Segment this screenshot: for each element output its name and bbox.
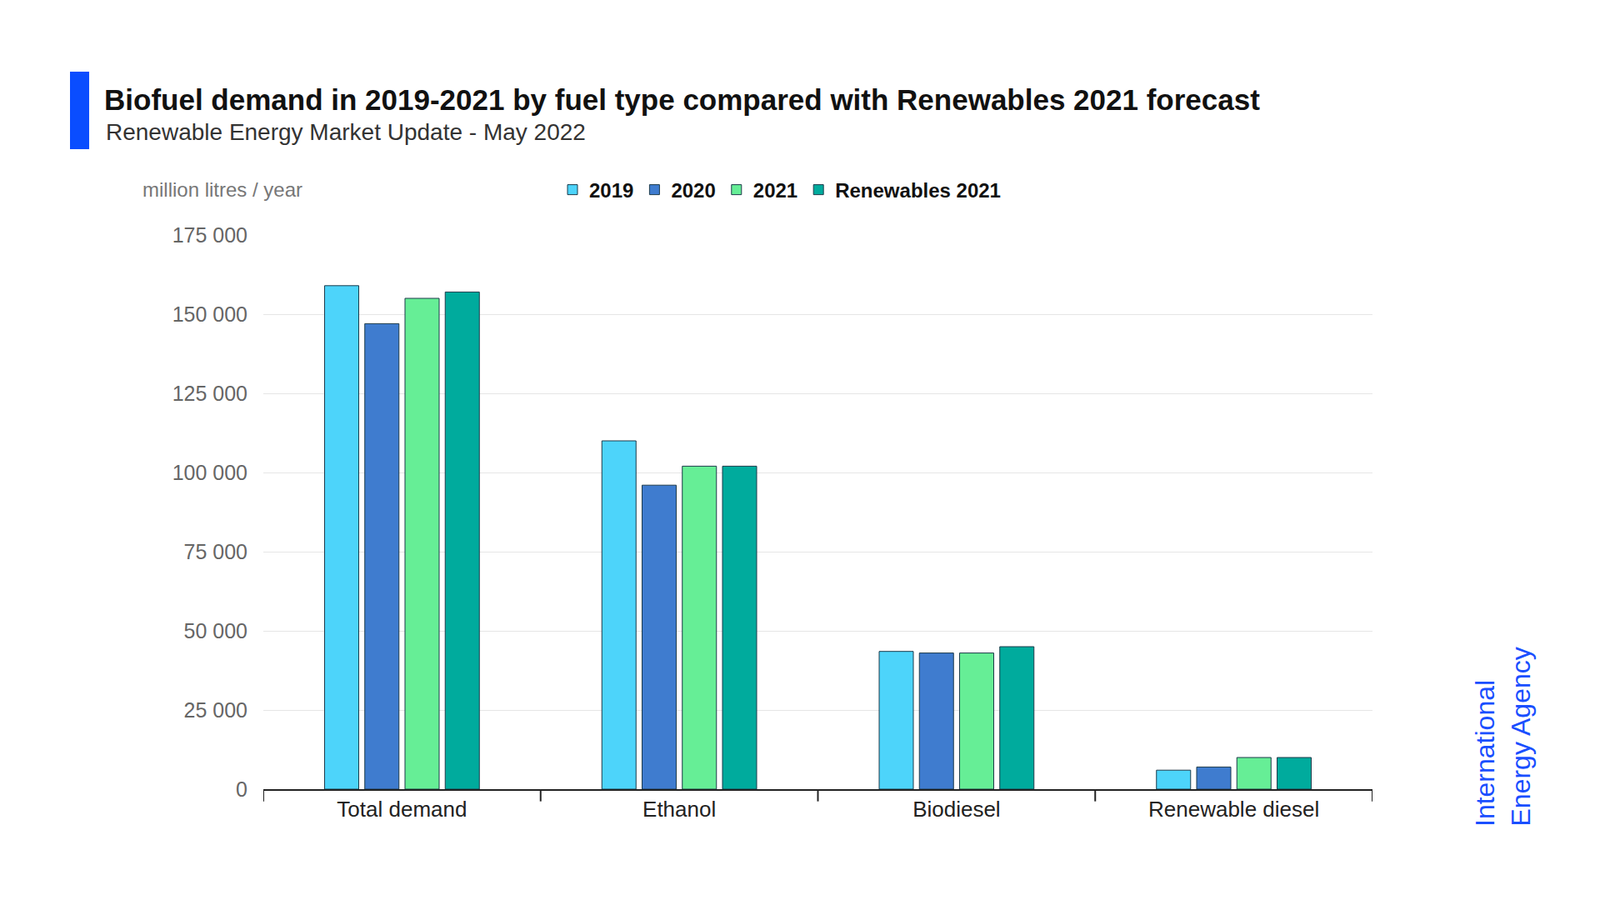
svg-text:Biodiesel: Biodiesel [912, 796, 1001, 822]
svg-text:75 000: 75 000 [184, 540, 248, 564]
svg-text:Ethanol: Ethanol [642, 796, 716, 822]
svg-text:2020: 2020 [670, 179, 715, 202]
svg-text:100 000: 100 000 [172, 460, 248, 485]
svg-text:Total demand: Total demand [336, 796, 467, 822]
svg-text:0: 0 [235, 777, 248, 801]
svg-text:International: International [1470, 680, 1500, 827]
svg-text:Renewable Energy Market Update: Renewable Energy Market Update - May 202… [105, 119, 586, 145]
svg-text:50 000: 50 000 [184, 619, 248, 643]
svg-text:175 000: 175 000 [172, 223, 248, 247]
svg-text:Biofuel demand in 2019-2021 by: Biofuel demand in 2019-2021 by fuel type… [104, 83, 1260, 116]
svg-text:Renewables 2021: Renewables 2021 [835, 179, 1001, 202]
svg-text:Energy Agency: Energy Agency [1505, 646, 1536, 826]
svg-text:2019: 2019 [589, 179, 634, 202]
svg-text:150 000: 150 000 [172, 302, 248, 326]
svg-text:125 000: 125 000 [172, 381, 248, 405]
svg-text:25 000: 25 000 [184, 698, 248, 722]
svg-text:million litres / year: million litres / year [142, 178, 303, 201]
svg-text:Renewable diesel: Renewable diesel [1148, 796, 1320, 822]
svg-text:2021: 2021 [753, 179, 798, 202]
